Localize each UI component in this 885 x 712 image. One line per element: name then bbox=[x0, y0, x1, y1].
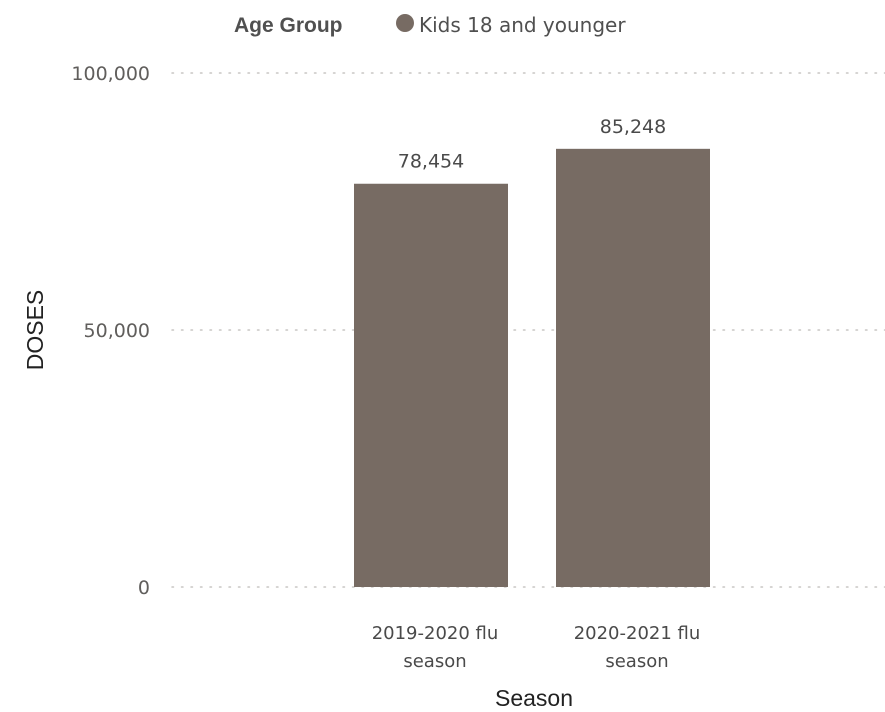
x-category-label: season bbox=[403, 651, 466, 672]
bar bbox=[354, 183, 508, 587]
legend-marker-icon bbox=[396, 14, 414, 32]
y-axis-ticks: 0 50,000 100,000 bbox=[71, 63, 150, 599]
legend-item-label: Kids 18 and younger bbox=[419, 13, 626, 37]
y-tick-label: 0 bbox=[138, 577, 150, 599]
x-category-label: season bbox=[605, 651, 668, 672]
y-axis-title: DOSES bbox=[22, 290, 48, 371]
x-axis-categories: 2019-2020 flu season 2020-2021 flu season bbox=[372, 623, 701, 672]
y-tick-label: 100,000 bbox=[71, 63, 150, 85]
x-category-label: 2019-2020 flu bbox=[372, 623, 499, 644]
bar bbox=[556, 148, 710, 587]
x-axis-title: Season bbox=[495, 685, 573, 711]
data-label: 85,248 bbox=[600, 116, 666, 138]
gridlines bbox=[171, 72, 885, 588]
data-label: 78,454 bbox=[398, 151, 464, 173]
bars bbox=[354, 148, 710, 587]
legend-title: Age Group bbox=[234, 14, 343, 37]
data-labels: 78,454 85,248 bbox=[398, 116, 666, 173]
x-category-label: 2020-2021 flu bbox=[574, 623, 701, 644]
y-tick-label: 50,000 bbox=[84, 320, 150, 342]
legend: Age Group Kids 18 and younger bbox=[234, 13, 626, 37]
